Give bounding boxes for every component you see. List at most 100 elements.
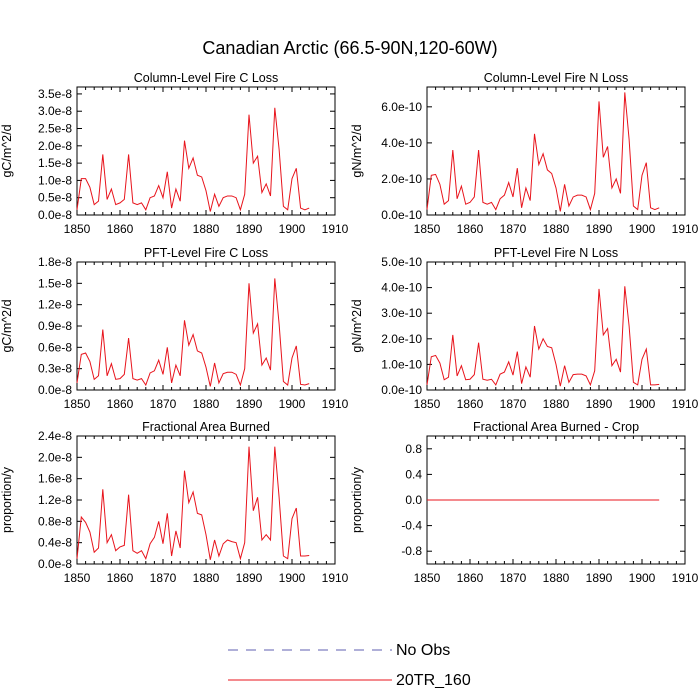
x-tick-label: 1910: [672, 571, 699, 585]
plot-frame: [426, 261, 686, 391]
x-tick-label: 1910: [322, 397, 349, 411]
x-tick-label: 1910: [322, 571, 349, 585]
y-tick-label: 3.0e-8: [38, 104, 72, 118]
x-tick-label: 1870: [150, 397, 177, 411]
x-tick-label: 1850: [414, 222, 441, 236]
x-tick-label: 1910: [672, 222, 699, 236]
y-tick-label: 0.5e-8: [38, 191, 72, 205]
y-tick-label: 1.5e-8: [38, 156, 72, 170]
x-tick-label: 1860: [457, 397, 484, 411]
y-tick-label: 6.0e-10: [381, 100, 422, 114]
x-tick-label: 1850: [64, 571, 91, 585]
x-tick-label: 1870: [500, 397, 527, 411]
y-tick-label: 0.8: [405, 442, 422, 456]
panel-column-fire-n-loss: Column-Level Fire N Loss gN/m^2/d 1850 1860…: [350, 71, 699, 236]
y-axis-label: gN/m^2/d: [350, 299, 364, 352]
x-tick-label: 1880: [193, 222, 220, 236]
y-tick-label: 0.6e-8: [38, 340, 72, 354]
figure-title: Canadian Arctic (66.5-90N,120-60W): [202, 38, 497, 58]
x-tick-label: 1910: [322, 222, 349, 236]
x-tick-label: 1850: [414, 571, 441, 585]
y-tick-label: 4.0e-10: [381, 281, 422, 295]
panel-column-fire-c-loss: Column-Level Fire C Loss gC/m^2/d 1850 1860…: [0, 71, 349, 236]
x-tick-label: 1870: [500, 222, 527, 236]
y-axis-label: gC/m^2/d: [0, 299, 14, 352]
panel-title: PFT-Level Fire C Loss: [144, 246, 268, 260]
x-tick-label: 1890: [236, 571, 263, 585]
x-tick-label: 1860: [457, 222, 484, 236]
y-tick-label: 0.4: [405, 467, 422, 481]
y-tick-label: 3.0e-10: [381, 306, 422, 320]
y-tick-label: 0.9e-8: [38, 319, 72, 333]
panel-pft-fire-c-loss: PFT-Level Fire C Loss gC/m^2/d 1850 1860 187…: [0, 246, 349, 411]
series-line-20tr-160: [426, 286, 660, 387]
plot-frame: [76, 261, 336, 391]
series-line-20tr-160: [76, 278, 310, 387]
plot-frame: [426, 86, 686, 216]
y-tick-label: 0.3e-8: [38, 362, 72, 376]
y-tick-label: -0.8: [401, 544, 422, 558]
y-axis-label: gC/m^2/d: [0, 124, 14, 177]
x-tick-label: 1880: [543, 397, 570, 411]
plot-frame: [76, 86, 336, 216]
panel-title: Fractional Area Burned: [142, 420, 270, 434]
x-tick-label: 1860: [107, 397, 134, 411]
x-tick-label: 1860: [457, 571, 484, 585]
y-tick-label: 0.0e-8: [38, 383, 72, 397]
x-tick-label: 1880: [543, 571, 570, 585]
x-tick-label: 1900: [629, 222, 656, 236]
y-tick-label: 2.0e-10: [381, 172, 422, 186]
plot-frame: [76, 435, 336, 565]
panel-title: Column-Level Fire C Loss: [134, 71, 279, 85]
x-tick-label: 1850: [64, 222, 91, 236]
x-tick-label: 1850: [64, 397, 91, 411]
y-tick-label: 2.0e-8: [38, 139, 72, 153]
x-tick-label: 1870: [150, 222, 177, 236]
y-tick-label: 5.0e-10: [381, 255, 422, 269]
x-tick-label: 1900: [629, 397, 656, 411]
x-tick-label: 1880: [193, 397, 220, 411]
x-tick-label: 1890: [586, 571, 613, 585]
y-tick-label: 1.2e-8: [38, 298, 72, 312]
y-tick-label: 2.0e-8: [38, 450, 72, 464]
y-tick-label: 3.5e-8: [38, 87, 72, 101]
panel-pft-fire-n-loss: PFT-Level Fire N Loss gN/m^2/d 1850 1860 187…: [350, 246, 699, 411]
x-tick-label: 1880: [543, 222, 570, 236]
y-tick-label: 0.8e-8: [38, 514, 72, 528]
series-line-20tr-160: [76, 446, 310, 561]
legend-label-20tr-160: 20TR_160: [396, 672, 471, 689]
y-tick-label: 1.5e-8: [38, 276, 72, 290]
x-tick-label: 1890: [586, 222, 613, 236]
x-tick-label: 1870: [150, 571, 177, 585]
y-tick-label: 1.0e-8: [38, 173, 72, 187]
y-axis-label: gN/m^2/d: [350, 124, 364, 177]
x-tick-label: 1900: [279, 397, 306, 411]
panel-title: Column-Level Fire N Loss: [484, 71, 629, 85]
y-tick-label: 1.6e-8: [38, 472, 72, 486]
y-tick-label: 0.0e-8: [38, 557, 72, 571]
panel-title: PFT-Level Fire N Loss: [494, 246, 618, 260]
legend-label-no-obs: No Obs: [396, 642, 450, 659]
x-tick-label: 1890: [236, 397, 263, 411]
x-tick-label: 1900: [279, 571, 306, 585]
x-tick-label: 1900: [279, 222, 306, 236]
y-axis-label: proportion/y: [0, 466, 14, 533]
legend: No Obs 20TR_160: [228, 642, 471, 689]
y-tick-label: 2.5e-8: [38, 122, 72, 136]
x-tick-label: 1870: [500, 571, 527, 585]
y-axis-label: proportion/y: [350, 466, 364, 533]
panel-fractional-area-burned: Fractional Area Burned proportion/y 1850 18…: [0, 420, 349, 585]
y-tick-label: -0.4: [401, 519, 422, 533]
x-tick-label: 1910: [672, 397, 699, 411]
y-tick-label: 0.0e-8: [38, 208, 72, 222]
y-tick-label: 1.8e-8: [38, 255, 72, 269]
x-tick-label: 1860: [107, 571, 134, 585]
x-tick-label: 1850: [414, 397, 441, 411]
y-tick-label: 1.2e-8: [38, 493, 72, 507]
series-line-20tr-160: [76, 107, 310, 212]
x-tick-label: 1900: [629, 571, 656, 585]
y-tick-label: 0.4e-8: [38, 536, 72, 550]
y-tick-label: 4.0e-10: [381, 136, 422, 150]
series-line-20tr-160: [426, 92, 660, 212]
y-tick-label: 0.0e-10: [381, 383, 422, 397]
